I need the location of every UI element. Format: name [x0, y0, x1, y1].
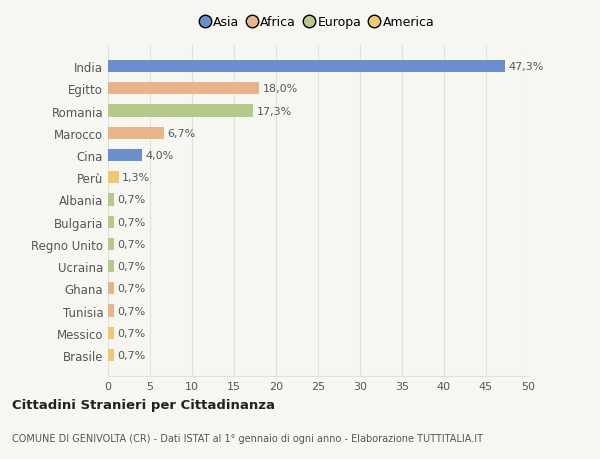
Text: 47,3%: 47,3%: [509, 62, 544, 72]
Bar: [108, 150, 142, 162]
Bar: [108, 216, 114, 228]
Bar: [108, 283, 114, 295]
Bar: [108, 349, 114, 361]
Bar: [108, 194, 114, 206]
Text: 0,7%: 0,7%: [117, 240, 145, 249]
Text: 18,0%: 18,0%: [263, 84, 298, 94]
Bar: [108, 327, 114, 339]
Text: 0,7%: 0,7%: [117, 350, 145, 360]
Text: COMUNE DI GENIVOLTA (CR) - Dati ISTAT al 1° gennaio di ogni anno - Elaborazione : COMUNE DI GENIVOLTA (CR) - Dati ISTAT al…: [12, 433, 483, 442]
Text: 0,7%: 0,7%: [117, 306, 145, 316]
Bar: [108, 172, 119, 184]
Text: 6,7%: 6,7%: [167, 129, 196, 139]
Text: 0,7%: 0,7%: [117, 328, 145, 338]
Bar: [108, 305, 114, 317]
Bar: [108, 83, 259, 95]
Bar: [108, 260, 114, 273]
Text: 1,3%: 1,3%: [122, 173, 151, 183]
Bar: [108, 61, 505, 73]
Text: 0,7%: 0,7%: [117, 284, 145, 294]
Bar: [108, 128, 164, 140]
Text: 0,7%: 0,7%: [117, 217, 145, 227]
Bar: [108, 105, 253, 118]
Text: 0,7%: 0,7%: [117, 195, 145, 205]
Text: 4,0%: 4,0%: [145, 151, 173, 161]
Bar: [108, 238, 114, 251]
Text: 0,7%: 0,7%: [117, 262, 145, 272]
Text: Cittadini Stranieri per Cittadinanza: Cittadini Stranieri per Cittadinanza: [12, 398, 275, 412]
Text: 17,3%: 17,3%: [257, 106, 292, 116]
Legend: Asia, Africa, Europa, America: Asia, Africa, Europa, America: [198, 12, 438, 33]
